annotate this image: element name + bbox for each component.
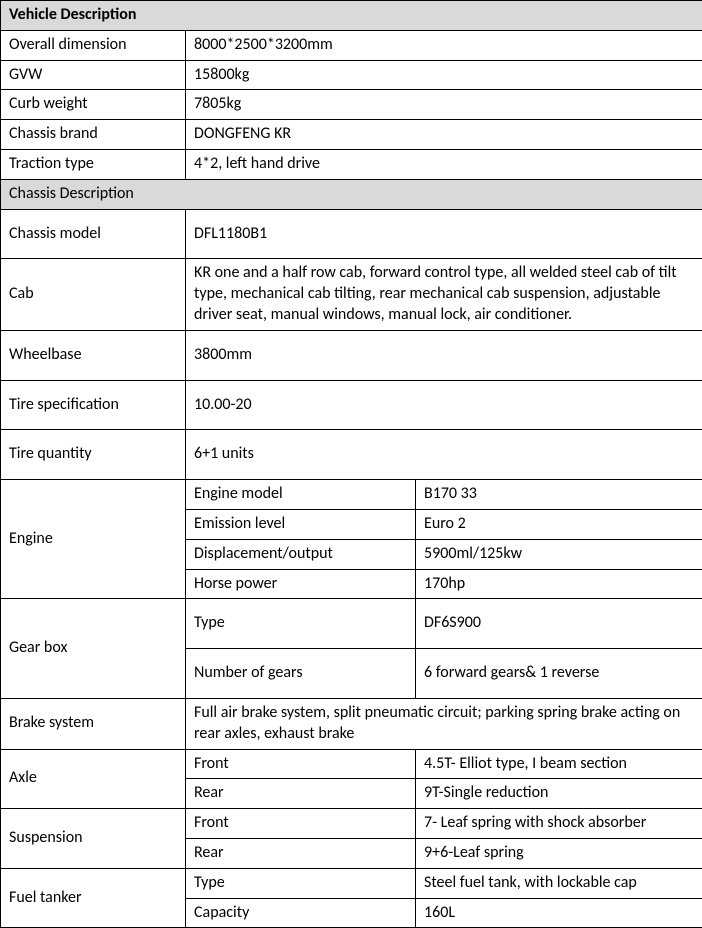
row-value: 4*2, left hand drive [186,149,702,179]
row-value: 9+6-Leaf spring [416,838,702,868]
row-sub: Type [186,868,416,898]
row-label: Suspension [1,809,186,869]
row-value: Steel fuel tank, with lockable cap [416,868,702,898]
row-value: 7- Leaf spring with shock absorber [416,809,702,839]
row-sub: Engine model [186,480,416,510]
table-row: Engine Engine model B170 33 [1,480,702,510]
table-row: Gear box Type DF6S900 [1,599,702,649]
row-sub: Number of gears [186,649,416,699]
row-sub: Front [186,809,416,839]
row-value: DONGFENG KR [186,120,702,150]
row-label: Gear box [1,599,186,699]
row-label: Tire specification [1,380,186,430]
row-value: B170 33 [416,480,702,510]
row-value: 7805kg [186,90,702,120]
row-value: 170hp [416,569,702,599]
row-label: Curb weight [1,90,186,120]
row-sub: Front [186,749,416,779]
row-value: Full air brake system, split pneumatic c… [186,698,702,749]
row-value: 8000*2500*3200mm [186,30,702,60]
row-value: KR one and a half row cab, forward contr… [186,259,702,330]
row-value: 4.5T- Elliot type, I beam section [416,749,702,779]
vehicle-description-header: Vehicle Description [1,1,702,31]
table-row: Overall dimension 8000*2500*3200mm [1,30,702,60]
row-label: Tire quantity [1,430,186,480]
row-label: Traction type [1,149,186,179]
row-label: Cab [1,259,186,330]
row-value: 6 forward gears& 1 reverse [416,649,702,699]
table-row: Fuel tanker Type Steel fuel tank, with l… [1,868,702,898]
row-label: Chassis model [1,209,186,259]
table-row: Tire quantity 6+1 units [1,430,702,480]
vehicle-description-title: Vehicle Description [1,1,702,31]
row-label: Brake system [1,698,186,749]
table-row: Traction type 4*2, left hand drive [1,149,702,179]
table-row: Brake system Full air brake system, spli… [1,698,702,749]
row-sub: Type [186,599,416,649]
row-sub: Rear [186,838,416,868]
table-row: Chassis model DFL1180B1 [1,209,702,259]
row-label: Axle [1,749,186,809]
chassis-description-title: Chassis Description [1,179,702,209]
row-value: DFL1180B1 [186,209,702,259]
row-label: Wheelbase [1,330,186,380]
spec-table: Vehicle Description Overall dimension 80… [0,0,702,928]
row-sub: Displacement/output [186,539,416,569]
row-label: Fuel tanker [1,868,186,928]
row-value: DF6S900 [416,599,702,649]
row-sub: Horse power [186,569,416,599]
row-label: Overall dimension [1,30,186,60]
row-value: 3800mm [186,330,702,380]
row-value: 160L [416,898,702,928]
table-row: Axle Front 4.5T- Elliot type, I beam sec… [1,749,702,779]
row-sub: Emission level [186,509,416,539]
table-row: Chassis brand DONGFENG KR [1,120,702,150]
table-row: Cab KR one and a half row cab, forward c… [1,259,702,330]
row-value: 15800kg [186,60,702,90]
row-value: 9T-Single reduction [416,779,702,809]
row-value: Euro 2 [416,509,702,539]
row-value: 10.00-20 [186,380,702,430]
table-row: Tire specification 10.00-20 [1,380,702,430]
row-sub: Rear [186,779,416,809]
row-value: 5900ml/125kw [416,539,702,569]
chassis-description-header: Chassis Description [1,179,702,209]
row-label: Chassis brand [1,120,186,150]
table-row: GVW 15800kg [1,60,702,90]
table-row: Suspension Front 7- Leaf spring with sho… [1,809,702,839]
table-row: Wheelbase 3800mm [1,330,702,380]
row-sub: Capacity [186,898,416,928]
row-label: GVW [1,60,186,90]
table-row: Curb weight 7805kg [1,90,702,120]
row-label: Engine [1,480,186,599]
row-value: 6+1 units [186,430,702,480]
